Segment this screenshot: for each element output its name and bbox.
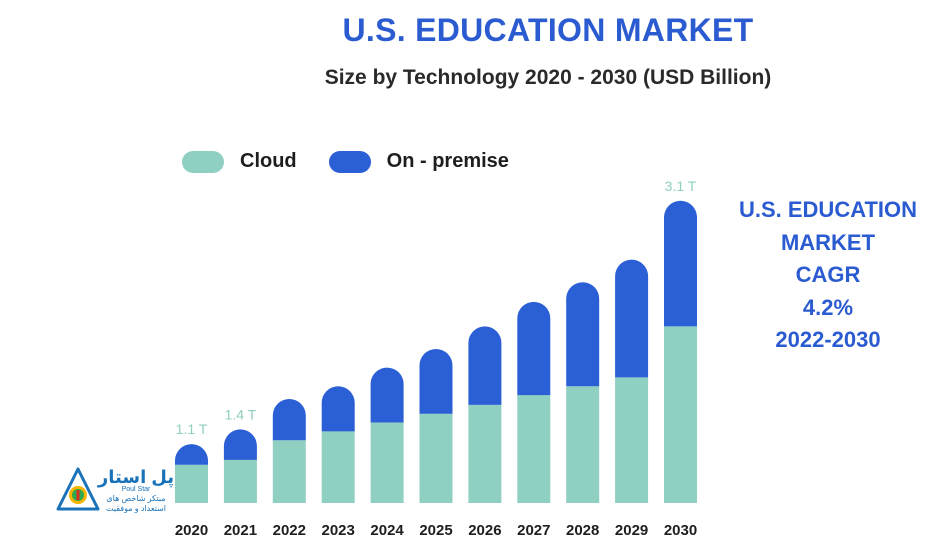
bar-cloud-2026: [468, 404, 502, 503]
bar-on-premise-2030: [664, 200, 697, 327]
x-tick-label-2023: 2023: [322, 522, 355, 539]
bar-on-premise-2024: [370, 367, 404, 423]
data-label-2020: 1.1 T: [176, 421, 208, 437]
legend-label-on-premise: On - premise: [386, 150, 509, 172]
bar-cloud-2027: [517, 395, 551, 503]
x-tick-label-2027: 2027: [517, 522, 550, 539]
x-tick-label-2026: 2026: [468, 522, 501, 539]
x-tick-label-2029: 2029: [615, 522, 648, 539]
cagr-line-1: U.S. EDUCATION: [738, 197, 918, 222]
bar-on-premise-2025: [419, 348, 453, 414]
x-tick-label-2022: 2022: [273, 522, 306, 539]
bar-on-premise-2023: [321, 386, 355, 432]
cagr-line-2: MARKET: [780, 229, 876, 255]
bar-on-premise-2022: [272, 398, 306, 441]
legend-swatch-on-premise: [328, 150, 371, 173]
company-logo: پل استار Poul Star مبتکر شاخص های استعدا…: [56, 467, 174, 513]
bar-cloud-2028: [566, 386, 600, 503]
bar-on-premise-2021: [223, 429, 257, 460]
x-tick-label-2028: 2028: [566, 522, 599, 539]
data-label-2021: 1.4 T: [225, 406, 257, 422]
bar-cloud-2022: [272, 440, 306, 503]
cagr-line-4: 4.2%: [802, 294, 854, 320]
chart-title: U.S. EDUCATION MARKET: [342, 12, 754, 48]
logo-latin: Poul Star: [122, 486, 151, 493]
logo-emblem-icon: [56, 467, 100, 511]
x-tick-label-2024: 2024: [370, 522, 404, 539]
x-tick-label-2021: 2021: [224, 522, 257, 539]
legend-label-cloud: Cloud: [240, 150, 297, 172]
bar-on-premise-2027: [517, 301, 551, 396]
bar-cloud-2024: [370, 422, 404, 503]
bar-on-premise-2029: [615, 259, 649, 378]
bar-cloud-2021: [223, 459, 257, 503]
bar-cloud-2029: [615, 377, 649, 503]
data-label-2030: 3.1 T: [665, 178, 697, 194]
logo-tagline-2: استعداد و موفقیت: [106, 504, 166, 513]
bar-on-premise-2020: [175, 444, 208, 465]
legend-swatch-cloud: [182, 150, 224, 173]
logo-tagline-1: مبتکر شاخص های: [106, 494, 165, 503]
chart-subtitle: Size by Technology 2020 - 2030 (USD Bill…: [324, 66, 772, 89]
logo-name: پل استار: [97, 467, 174, 488]
bar-on-premise-2028: [566, 282, 600, 387]
legend-item-on-premise: On - premise: [328, 150, 509, 173]
bar-cloud-2020: [175, 464, 208, 503]
cagr-line-3: CAGR: [795, 262, 861, 287]
bar-cloud-2023: [321, 431, 355, 503]
x-tick-label-2030: 2030: [664, 522, 697, 539]
bar-on-premise-2026: [468, 326, 502, 405]
x-tick-label-2020: 2020: [175, 522, 208, 539]
legend: Cloud On - premise: [182, 150, 541, 173]
cagr-line-5: 2022-2030: [775, 327, 881, 352]
bar-cloud-2030: [664, 326, 697, 503]
cagr-panel: U.S. EDUCATION MARKET CAGR 4.2% 2022-203…: [730, 194, 926, 357]
legend-item-cloud: Cloud: [182, 150, 297, 173]
bar-cloud-2025: [419, 413, 453, 503]
x-tick-label-2025: 2025: [419, 522, 452, 539]
